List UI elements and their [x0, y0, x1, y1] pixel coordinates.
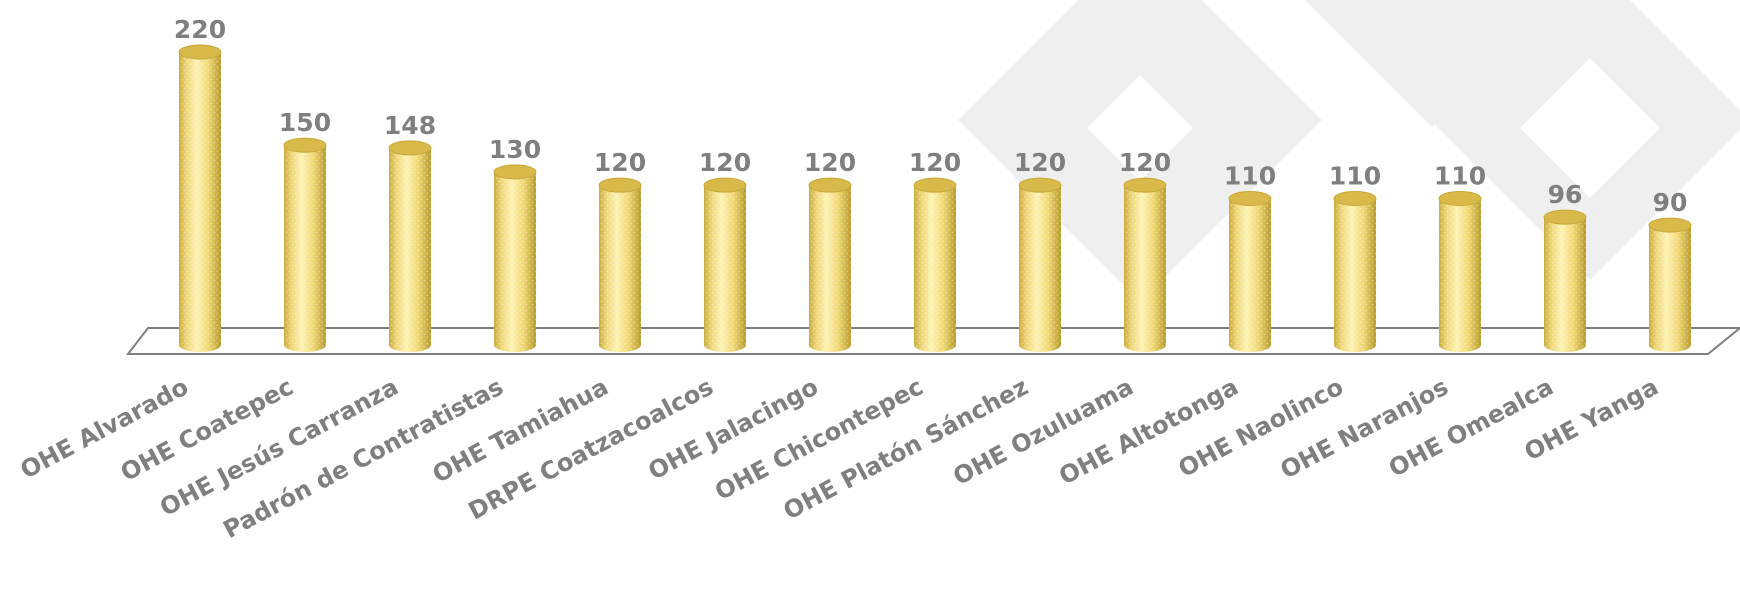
data-label: 120: [909, 148, 961, 177]
bar: [1018, 177, 1062, 352]
data-label: 150: [279, 108, 331, 137]
data-label: 120: [1119, 148, 1171, 177]
data-label: 130: [489, 135, 541, 164]
data-label: 220: [174, 15, 226, 44]
data-label: 120: [804, 148, 856, 177]
data-label: 96: [1548, 180, 1583, 209]
bar: [1438, 191, 1482, 352]
bar: [283, 137, 327, 352]
bar: [598, 177, 642, 352]
data-labels: 220 150 148 130 120 120 120 120 120 120 110 110 110 9…: [174, 15, 1687, 217]
bar: [178, 44, 222, 352]
data-label: 110: [1329, 162, 1381, 191]
data-label: 120: [594, 148, 646, 177]
bar: [493, 164, 537, 352]
bar: [703, 177, 747, 352]
category-label: OHE Ozuluama: [949, 373, 1138, 491]
data-label: 110: [1434, 162, 1486, 191]
category-label: OHE Alvarado: [16, 373, 193, 485]
data-label: 120: [1014, 148, 1066, 177]
bar: [1543, 209, 1587, 352]
data-label: 120: [699, 148, 751, 177]
bar: [388, 140, 432, 352]
bar: [1228, 191, 1272, 352]
bar: [1648, 217, 1692, 352]
category-label: OHE Altotonga: [1054, 373, 1242, 491]
bar: [808, 177, 852, 352]
bar: [1333, 191, 1377, 352]
data-label: 90: [1653, 188, 1688, 217]
bar: [913, 177, 957, 352]
bar: [1123, 177, 1167, 352]
data-label: 148: [384, 111, 436, 140]
data-label: 110: [1224, 162, 1276, 191]
bars: [178, 44, 1692, 352]
